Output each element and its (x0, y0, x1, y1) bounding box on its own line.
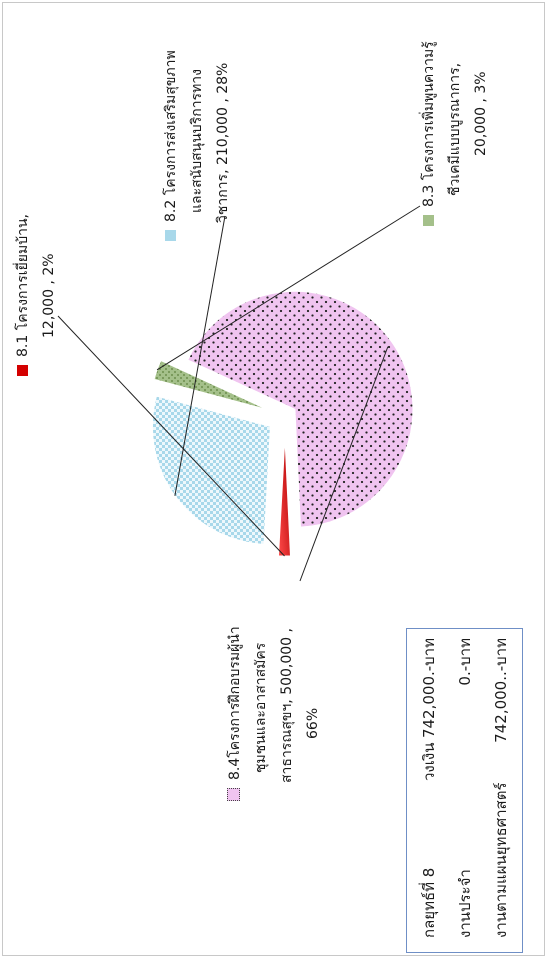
slice-label-8-4-line-3: สาธารณสุขฯ, 500,000 , (279, 628, 295, 783)
slice-label-8-4-line-4: 66% (305, 707, 321, 739)
budget-row-routine-label: งานประจำ (456, 869, 474, 938)
slice-label-8-3-line-2: ชีวเคมีแบบบูรณาการ, (447, 62, 463, 196)
budget-row-strategy-middle: วงเงิน (420, 742, 438, 781)
slice-label-8-1-line-2: 12,000 , 2% (41, 253, 57, 338)
legend-swatch-8-4 (227, 788, 240, 801)
leader-line-slice-8-4 (299, 346, 389, 582)
budget-row-strategy-label: กลยุทธ์ที่ 8 (420, 867, 438, 938)
budget-row-strategy-amount: 742,000.-บาท (420, 638, 438, 739)
leader-line-slice-8-3 (156, 205, 421, 371)
budget-row-routine: งานประจำ 0.-บาท (451, 638, 479, 938)
legend-swatch-8-3 (423, 215, 434, 226)
slice-8-1 (277, 437, 292, 557)
legend-swatch-8-1 (17, 365, 28, 376)
budget-row-strategy: กลยุทธ์ที่ 8 วงเงิน 742,000.-บาท (415, 638, 443, 938)
budget-row-routine-amount: 0.-บาท (456, 638, 474, 686)
leader-line-slice-8-2 (174, 215, 226, 496)
slice-label-8-3-line-1: 8.3 โครงการเพิ่มพูนความรู้ (421, 41, 437, 207)
slice-label-8-3-line-3: 20,000 , 3% (473, 71, 489, 156)
budget-row-strategic-plan-amount: 742,000..-บาท (492, 638, 510, 743)
slice-label-8-4: 8.4โครงการฝึกอบรมผู้นำ ชุมชนและอาสาสมัคร… (222, 626, 326, 801)
slice-label-8-2: 8.2 โครงการส่งเสริมสุขภาพ และสนับสนุนบริ… (158, 50, 236, 241)
slice-label-8-2-line-1: 8.2 โครงการส่งเสริมสุขภาพ (163, 50, 179, 222)
budget-row-strategic-plan-label: งานตามแผนยุทธศาสตร์ (492, 782, 510, 939)
slice-8-3 (153, 359, 269, 411)
slice-label-8-1-line-1: 8.1 โครงการเยี่ยมบ้าน, (15, 213, 31, 357)
leader-line-slice-8-1 (57, 315, 285, 557)
slice-label-8-4-line-1: 8.4โครงการฝึกอบรมผู้นำ (227, 626, 243, 780)
budget-summary-box: กลยุทธ์ที่ 8 วงเงิน 742,000.-บาท งานประจ… (406, 628, 523, 953)
legend-swatch-8-2 (165, 230, 176, 241)
slice-label-8-3: 8.3 โครงการเพิ่มพูนความรู้ ชีวเคมีแบบบูร… (416, 41, 494, 226)
slice-8-4 (187, 290, 414, 528)
slice-label-8-1: 8.1 โครงการเยี่ยมบ้าน, 12,000 , 2% (10, 214, 62, 376)
budget-row-strategic-plan: งานตามแผนยุทธศาสตร์ 742,000..-บาท (487, 638, 515, 938)
slice-label-8-2-line-2: และสนับสนุนบริการทาง (189, 69, 205, 213)
slice-label-8-4-line-2: ชุมชนและอาสาสมัคร (253, 642, 269, 773)
slice-label-8-2-line-3: วิชาการ, 210,000 , 28% (215, 62, 231, 223)
